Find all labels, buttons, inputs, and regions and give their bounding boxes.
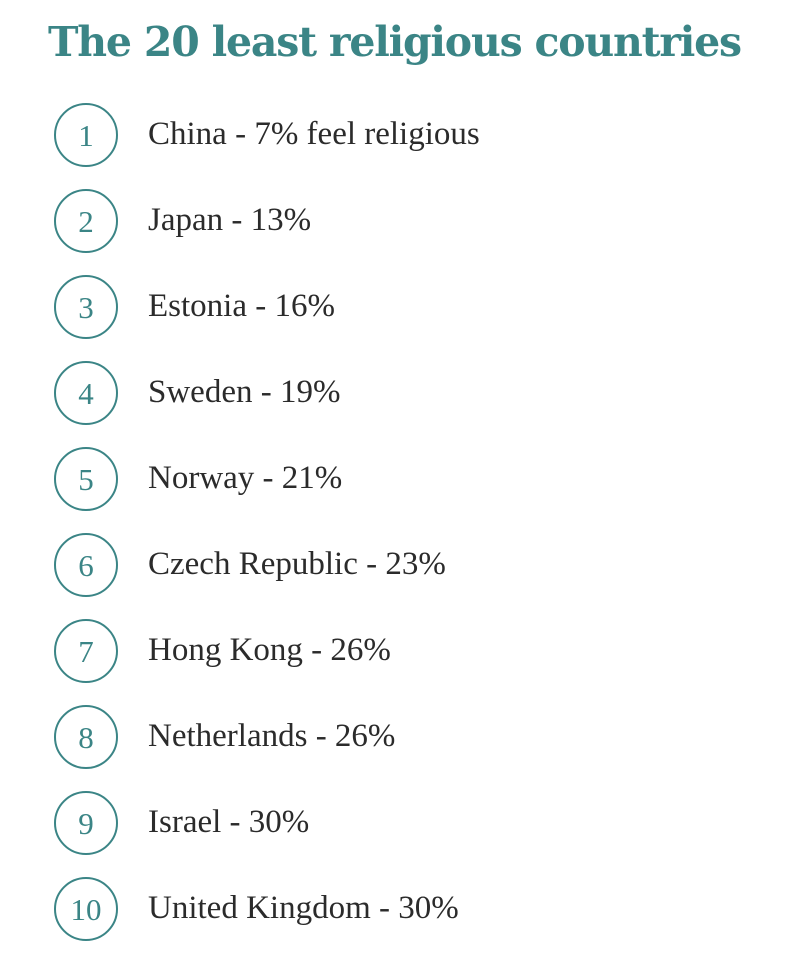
list-item-label: Israel - 30% [148,804,310,840]
list-item-label: China - 7% feel religious [148,116,480,152]
list-item-label: Hong Kong - 26% [148,632,391,668]
page-title: The 20 least religious countries [48,18,742,66]
ranked-list: 1 China - 7% feel religious 2 Japan - 13… [0,100,786,960]
rank-badge: 5 [54,447,118,511]
list-item-label: Netherlands - 26% [148,718,396,754]
list-item-label: Japan - 13% [148,202,312,238]
list-item: 1 China - 7% feel religious [0,100,786,186]
list-item: 8 Netherlands - 26% [0,702,786,788]
rank-badge: 4 [54,361,118,425]
list-item: 3 Estonia - 16% [0,272,786,358]
rank-badge: 10 [54,877,118,941]
list-item-label: United Kingdom - 30% [148,890,459,926]
list-item: 10 United Kingdom - 30% [0,874,786,960]
list-item-label: Czech Republic - 23% [148,546,446,582]
list-item-label: Norway - 21% [148,460,343,496]
rank-badge: 8 [54,705,118,769]
list-item: 4 Sweden - 19% [0,358,786,444]
list-item: 2 Japan - 13% [0,186,786,272]
rank-badge: 7 [54,619,118,683]
list-item: 5 Norway - 21% [0,444,786,530]
list-item: 9 Israel - 30% [0,788,786,874]
rank-badge: 6 [54,533,118,597]
list-item: 6 Czech Republic - 23% [0,530,786,616]
rank-badge: 1 [54,103,118,167]
rank-badge: 9 [54,791,118,855]
rank-badge: 3 [54,275,118,339]
list-item-label: Sweden - 19% [148,374,341,410]
list-item-label: Estonia - 16% [148,288,335,324]
list-item: 7 Hong Kong - 26% [0,616,786,702]
rank-badge: 2 [54,189,118,253]
